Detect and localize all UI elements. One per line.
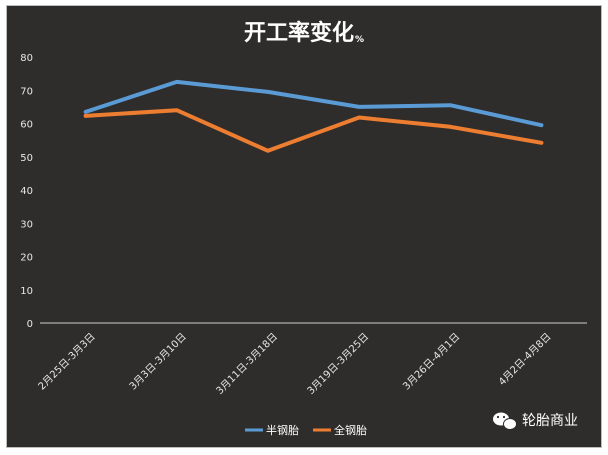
series-1-point bbox=[266, 90, 270, 94]
series-2-point bbox=[357, 116, 361, 120]
chart-title-text: 开工率变化 bbox=[244, 20, 354, 46]
watermark-text: 轮胎商业 bbox=[522, 413, 578, 429]
x-tick-label: 4月2日-4月8日 bbox=[496, 331, 553, 388]
series-2-point bbox=[266, 149, 270, 153]
x-axis: 2月25日-3月3日 3月3日-3月10日 3月11日-3月18日 3月19日-3月2… bbox=[36, 331, 554, 397]
series-2-point bbox=[84, 114, 88, 118]
series-1-point bbox=[539, 123, 543, 127]
series-line-2 bbox=[83, 108, 544, 153]
chart-frame: 开工率变化% 0 10 20 30 40 50 60 70 80 2月25日-3月3日 3月3日-… bbox=[6, 5, 602, 448]
x-tick-label: 3月19日-3月25日 bbox=[305, 331, 371, 397]
series-2-point bbox=[175, 108, 179, 112]
legend: 半钢胎 全钢胎 bbox=[245, 423, 367, 437]
wechat-icon bbox=[493, 412, 517, 430]
y-tick-label: 10 bbox=[20, 286, 33, 297]
x-tick-label: 3月11日-3月18日 bbox=[214, 331, 280, 397]
y-tick-label: 80 bbox=[20, 53, 33, 64]
series-1-point bbox=[175, 80, 179, 84]
y-tick-label: 70 bbox=[20, 86, 33, 97]
chart-title: 开工率变化% bbox=[244, 20, 364, 46]
series-2-point bbox=[539, 141, 543, 145]
line-chart: 开工率变化% 0 10 20 30 40 50 60 70 80 2月25日-3月3日 3月3日-… bbox=[20, 20, 587, 437]
y-tick-label: 50 bbox=[20, 153, 33, 164]
series-1-point bbox=[448, 103, 452, 107]
series-line-1 bbox=[83, 79, 544, 128]
chart-title-unit: % bbox=[355, 35, 364, 45]
y-tick-label: 20 bbox=[20, 253, 33, 264]
series-1-point bbox=[357, 105, 361, 109]
y-tick-label: 30 bbox=[20, 219, 33, 230]
legend-label-series-2: 全钢胎 bbox=[334, 423, 367, 437]
y-tick-label: 40 bbox=[20, 186, 33, 197]
y-tick-label: 0 bbox=[27, 319, 33, 330]
legend-label-series-1: 半钢胎 bbox=[266, 423, 299, 437]
y-tick-label: 60 bbox=[20, 120, 33, 131]
series-2-point bbox=[448, 125, 452, 129]
x-tick-label: 3月26日-4月1日 bbox=[401, 331, 463, 393]
series-lines bbox=[83, 79, 544, 153]
x-tick-label: 2月25日-3月3日 bbox=[36, 331, 98, 393]
watermark: 轮胎商业 bbox=[493, 412, 578, 430]
series-1-point bbox=[84, 110, 88, 114]
y-axis: 0 10 20 30 40 50 60 70 80 bbox=[20, 53, 33, 330]
x-tick-label: 3月3日-3月10日 bbox=[127, 331, 189, 393]
